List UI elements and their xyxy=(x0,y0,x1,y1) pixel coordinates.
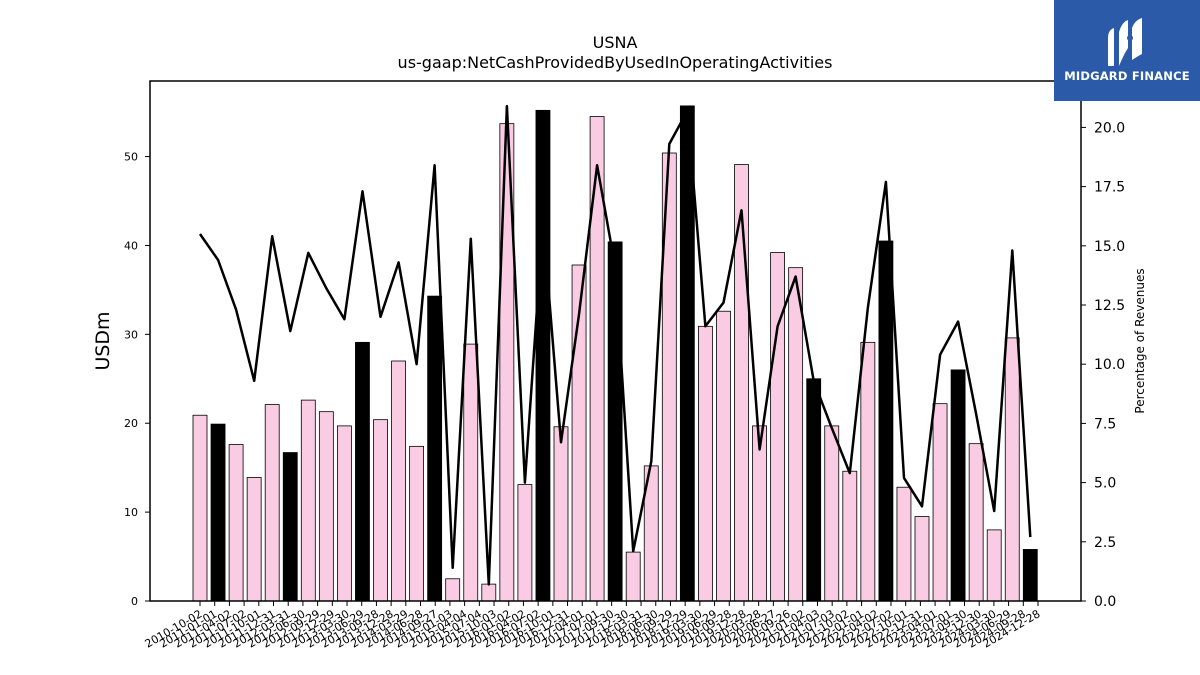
y2-axis: 0.0 2.5 5.0 7.5 10.0 12.5 15.0 17.5 20.0 xyxy=(1081,120,1125,610)
bar xyxy=(228,444,244,602)
bar xyxy=(427,295,443,602)
y-tick-label: 20 xyxy=(124,417,138,430)
plot-frame xyxy=(149,80,1082,602)
bar xyxy=(192,414,208,602)
bar xyxy=(445,578,461,602)
y-tick-label: 40 xyxy=(124,239,138,252)
y-tick-label: 30 xyxy=(124,328,138,341)
bar xyxy=(806,378,822,602)
bar xyxy=(1022,549,1038,602)
bar xyxy=(896,486,912,602)
y2-tick-label: 12.5 xyxy=(1094,298,1125,314)
bar xyxy=(318,411,334,602)
bar xyxy=(824,425,840,602)
y-axis: 0 10 20 30 40 50 xyxy=(124,151,150,608)
chart-subtitle: us-gaap:NetCashProvidedByUsedInOperating… xyxy=(398,53,833,72)
bar xyxy=(842,470,858,602)
bar xyxy=(932,403,948,602)
bar xyxy=(752,425,767,602)
bar xyxy=(770,252,785,602)
bar xyxy=(517,484,533,602)
bar xyxy=(535,109,551,602)
bar xyxy=(878,240,894,602)
pct-revenue-line xyxy=(198,104,1032,586)
y-tick-label: 10 xyxy=(124,506,138,519)
brand-mark-icon xyxy=(1108,18,1142,66)
y2-tick-label: 17.5 xyxy=(1094,180,1125,196)
y2-axis-label: Percentage of Revenues xyxy=(1133,268,1147,413)
bar xyxy=(698,325,713,602)
bars-group xyxy=(192,105,1038,602)
y2-tick-label: 5.0 xyxy=(1094,476,1116,492)
bar xyxy=(336,425,352,602)
bar xyxy=(860,341,876,602)
y2-tick-label: 10.0 xyxy=(1094,357,1125,373)
bar xyxy=(968,443,984,602)
bar xyxy=(950,369,966,602)
y2-tick-label: 20.0 xyxy=(1094,120,1125,136)
bar xyxy=(986,529,1002,602)
brand-logo: MIDGARD FINANCE xyxy=(1054,0,1200,101)
bar xyxy=(210,423,226,602)
x-axis: 2010-10-022011-01-012011-04-022011-07-02… xyxy=(143,601,1043,651)
bar xyxy=(282,452,298,602)
bar xyxy=(607,241,623,602)
bar xyxy=(463,343,479,602)
bar xyxy=(300,399,316,602)
y2-tick-label: 0.0 xyxy=(1094,594,1116,610)
bar xyxy=(264,404,280,602)
bar xyxy=(391,360,406,602)
bar xyxy=(481,583,497,602)
y-tick-label: 0 xyxy=(131,595,138,608)
bar xyxy=(373,419,388,602)
bar xyxy=(914,516,930,602)
bar xyxy=(1004,337,1020,602)
bar xyxy=(553,426,569,602)
bar xyxy=(246,477,262,602)
bar xyxy=(788,267,804,602)
y2-tick-label: 7.5 xyxy=(1094,416,1116,432)
y2-tick-label: 2.5 xyxy=(1094,535,1116,551)
bar xyxy=(625,551,641,602)
y-axis-label: USDm xyxy=(92,311,114,370)
y2-tick-label: 15.0 xyxy=(1094,239,1125,255)
brand-name: MIDGARD FINANCE xyxy=(1064,69,1190,83)
y-tick-label: 50 xyxy=(124,151,138,164)
bar xyxy=(716,310,731,602)
bar xyxy=(409,445,425,602)
line-group xyxy=(198,104,1032,586)
chart-title: USNA xyxy=(593,33,638,52)
bar xyxy=(355,341,370,602)
